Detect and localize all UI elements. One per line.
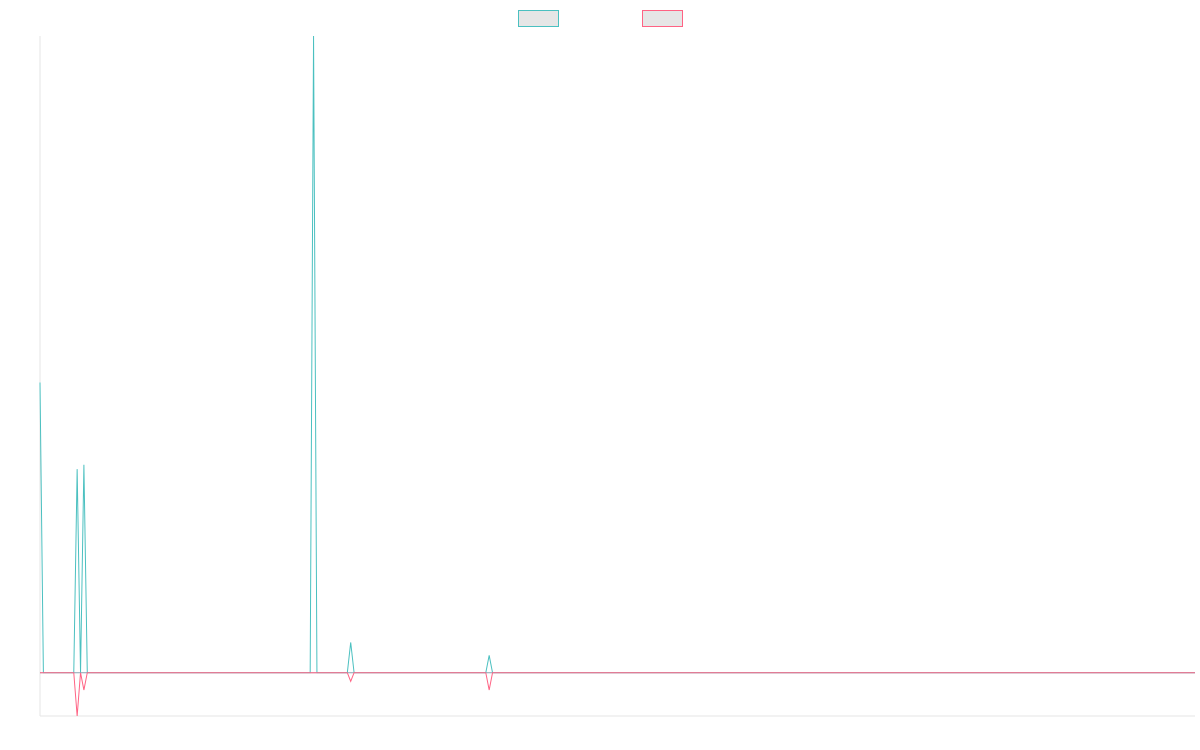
legend-swatch-1[interactable] xyxy=(518,10,559,27)
legend-swatch-2[interactable] xyxy=(642,10,683,27)
series-line-1 xyxy=(39,35,1195,674)
series-line-2 xyxy=(40,672,1195,717)
series-layer xyxy=(39,35,1195,717)
legend xyxy=(518,10,683,27)
axes xyxy=(39,36,1195,717)
